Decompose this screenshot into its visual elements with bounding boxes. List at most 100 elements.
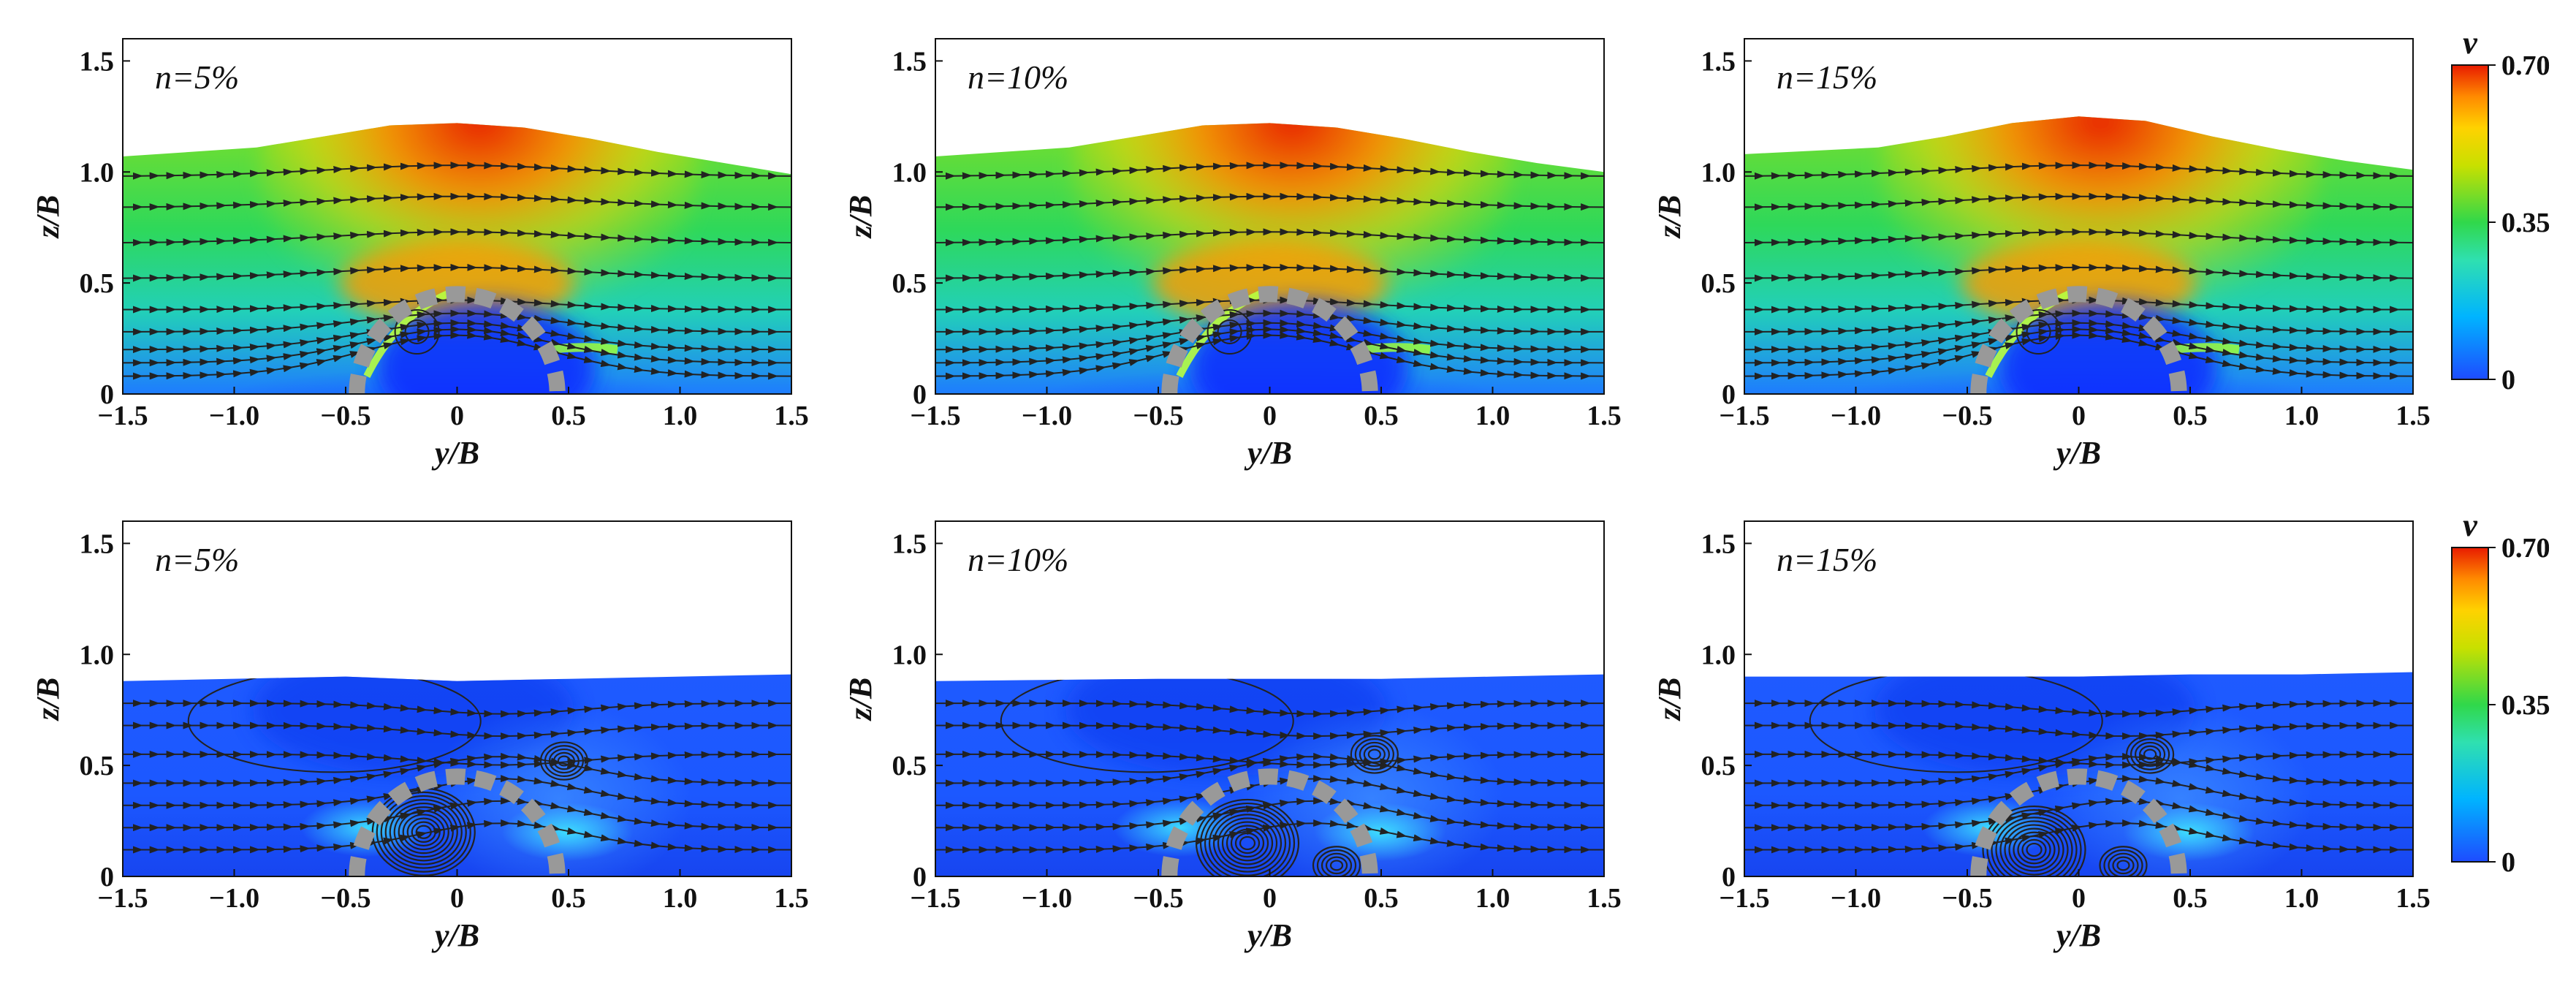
panel-5: −1.5 −1.0 −0.5 0 0.5 1.0 1.5 0 0.5 1.0 1.5 y/B z/B n=… [843,520,1622,953]
streamlines [123,674,791,876]
vortex-3 [1367,749,1381,760]
x-tick-label: 1.0 [1475,883,1511,914]
y-tick-label: 0 [100,862,114,893]
vortex-1 [415,825,432,839]
panel-annotation: n=5% [155,541,239,578]
vortex-3 [1359,741,1390,768]
y-axis-label: z/B [1652,195,1687,240]
y-tick-label: 0.5 [892,751,927,781]
vortex-1 [1212,814,1283,873]
colorbar: 0 0.35 0.70 v [2451,507,2550,878]
vortex-1 [1991,813,2078,876]
y-tick-label: 1.5 [1701,528,1736,559]
x-tick-label: −1.5 [1719,401,1769,431]
vortex-2 [2116,860,2130,871]
panel-annotation: n=15% [1777,541,1877,578]
panel-4: −1.5 −1.0 −0.5 0 0.5 1.0 1.5 0 0.5 1.0 1.5 y/B z/B n=… [30,520,809,953]
vortex-2 [2103,849,2143,876]
vortex-2 [2112,856,2135,875]
x-tick-label: −1.5 [1719,883,1769,914]
perforated-obstacle [1970,286,2187,395]
vortex-1 [384,798,463,865]
x-tick-label: −1.5 [97,401,148,431]
vortex-1 [406,817,441,847]
colorbar-tick-label: 0 [2501,365,2515,395]
vortex-1 [1195,798,1300,876]
y-axis-label: z/B [30,195,66,240]
colorbar-tick-label: 0.70 [2501,533,2550,564]
x-axis-label: y/B [431,435,479,471]
colorbar-tick-label: 0.35 [2501,208,2550,238]
x-tick-label: 0.5 [1364,883,1399,914]
x-tick-label: 0 [450,883,464,914]
perforated-obstacle [1970,768,2187,877]
vortex-1 [393,806,454,858]
vortex-1 [376,791,471,873]
y-axis-label: z/B [1652,678,1687,722]
x-tick-label: 0.5 [1364,401,1399,431]
vortex-1 [398,810,449,855]
x-tick-label: 1.0 [1475,401,1511,431]
y-tick-label: 1.0 [80,640,115,670]
y-tick-label: 0 [1722,862,1736,893]
x-axis-label: y/B [2053,917,2101,953]
y-tick-label: 1.5 [1701,46,1736,77]
y-axis-label: z/B [843,678,878,722]
vortex-1 [1217,817,1278,869]
colorbar-title: v [2463,25,2477,61]
vortex-3 [1350,735,1399,774]
vortex-2 [1321,852,1353,876]
y-tick-label: 1.0 [1701,640,1736,670]
vortex-1 [1199,802,1296,876]
x-axis-label: y/B [2053,435,2101,471]
x-tick-label: −1.0 [209,883,259,914]
colorbar-title: v [2463,507,2477,543]
y-tick-label: 0.5 [1701,751,1736,781]
y-tick-label: 0.5 [892,268,927,299]
y-tick-label: 0 [100,379,114,410]
streamlines [123,162,791,380]
vortex-1 [389,803,458,862]
vortex-3 [1363,745,1386,764]
colorbar-tick-label: 0 [2501,847,2515,878]
y-tick-label: 1.5 [80,46,115,77]
colorbar-title: v [2463,25,2477,61]
y-tick-label: 1.5 [892,528,927,559]
vortex-2 [1316,849,1357,876]
x-tick-label: 1.0 [663,883,698,914]
x-axis-label: y/B [1244,917,1292,953]
x-tick-label: −1.5 [910,883,960,914]
colorbar-tick-label: 0.70 [2501,50,2550,81]
x-tick-label: 0.5 [2173,883,2208,914]
vortex-2 [548,748,580,774]
colorbar-tick-label: 0.35 [2501,690,2550,721]
x-tick-label: 1.5 [1587,883,1622,914]
vortex-1 [1999,820,2069,876]
vortex-2 [1325,856,1348,875]
colorbar-gradient [2451,547,2489,863]
colorbar-tick-label: 0 [2501,365,2515,395]
y-tick-label: 1.0 [892,157,927,188]
y-tick-label: 0 [913,379,927,410]
x-axis-label: y/B [431,917,479,953]
panel-6: −1.5 −1.0 −0.5 0 0.5 1.0 1.5 0 0.5 1.0 1.5 y/B z/B n=… [1652,520,2431,953]
vortex-1 [2026,842,2043,857]
x-tick-label: 0 [1263,401,1277,431]
vortex-1 [2013,831,2056,868]
x-tick-label: −1.0 [1831,883,1881,914]
panel-annotation: n=10% [968,541,1068,578]
y-tick-label: 0 [913,862,927,893]
vortex-2 [1312,846,1361,876]
x-axis-label: y/B [1244,435,1292,471]
y-tick-label: 1.0 [1701,157,1736,188]
y-tick-label: 1.0 [892,640,927,670]
x-tick-label: 1.5 [1587,401,1622,431]
panel-annotation: n=5% [155,58,239,96]
vortex-2 [557,755,571,767]
x-tick-label: 0.5 [551,401,586,431]
vortex-1 [1995,816,2073,876]
x-tick-label: 0.5 [2173,401,2208,431]
x-tick-label: −0.5 [320,883,371,914]
x-tick-label: 1.5 [2395,401,2431,431]
